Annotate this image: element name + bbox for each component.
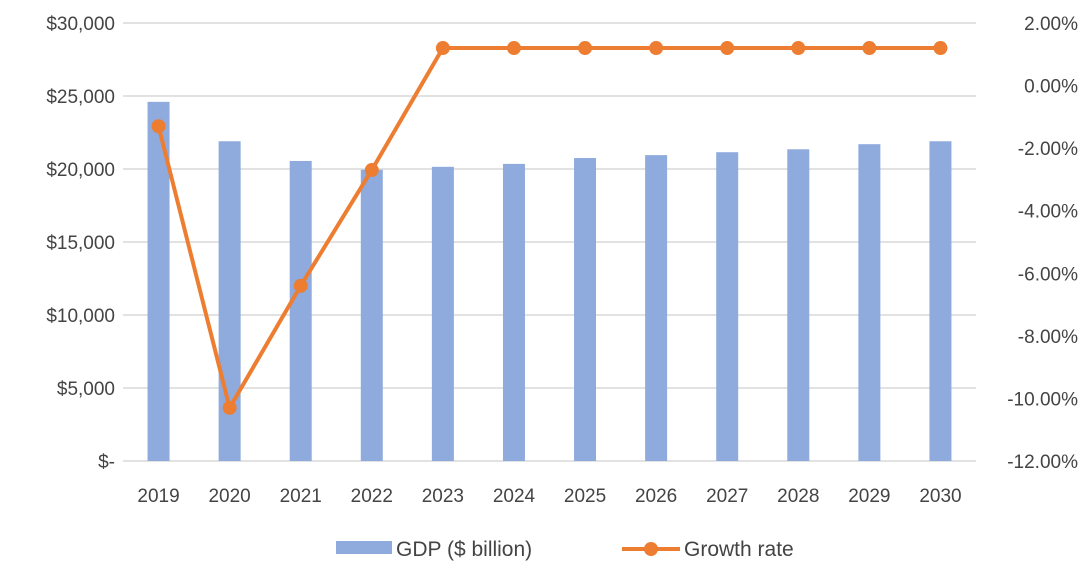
growth-rate-point <box>578 41 593 56</box>
growth-rate-point <box>791 41 806 56</box>
x-axis-tick-label: 2021 <box>280 486 322 507</box>
legend-gdp-swatch <box>336 541 392 554</box>
growth-rate-point <box>649 41 664 56</box>
right-axis-tick-label: -12.00% <box>1007 452 1078 473</box>
x-axis-tick-label: 2020 <box>208 486 250 507</box>
left-axis-tick-label: $30,000 <box>46 14 115 35</box>
left-axis-tick-label: $20,000 <box>46 160 115 181</box>
gdp-bar <box>645 155 668 461</box>
right-axis-tick-label: -10.00% <box>1007 389 1078 410</box>
x-axis-ticks: 2019 2020 2021 2022 2023 2024 2025 2026 2027 2028… <box>137 486 961 507</box>
growth-rate-series-line <box>156 46 941 410</box>
gdp-bar <box>502 163 525 461</box>
legend: GDP ($ billion) Growth rate <box>336 538 794 561</box>
right-axis-tick-label: -6.00% <box>1018 264 1078 285</box>
x-axis-tick-label: 2022 <box>351 486 393 507</box>
right-axis-tick-label: -8.00% <box>1018 327 1078 348</box>
x-axis-tick-label: 2027 <box>706 486 748 507</box>
right-axis-tick-label: -2.00% <box>1018 139 1078 160</box>
right-axis-tick-label: 2.00% <box>1024 14 1078 35</box>
left-axis-tick-label: $15,000 <box>46 233 115 254</box>
left-axis-tick-label: $- <box>98 452 115 473</box>
x-axis-tick-label: 2023 <box>422 486 464 507</box>
x-axis-tick-label: 2025 <box>564 486 606 507</box>
growth-rate-point <box>720 41 735 56</box>
x-axis-tick-label: 2024 <box>493 486 536 507</box>
gridlines <box>123 22 976 462</box>
gdp-bar <box>289 160 312 461</box>
x-axis-tick-label: 2019 <box>137 486 179 507</box>
growth-rate-line <box>151 41 948 415</box>
growth-rate-point <box>222 400 237 415</box>
gdp-bar <box>360 169 383 462</box>
legend-gdp-label: GDP ($ billion) <box>396 538 532 561</box>
gdp-bar <box>147 101 170 461</box>
right-axis-tick-label: -4.00% <box>1018 202 1078 223</box>
gdp-bar <box>574 158 597 462</box>
growth-rate-point <box>506 41 521 56</box>
right-axis-tick-label: 0.00% <box>1024 77 1078 98</box>
x-axis-tick-label: 2028 <box>777 486 819 507</box>
gdp-bar <box>716 152 739 461</box>
growth-rate-point <box>293 278 308 293</box>
left-axis-ticks: $- $5,000 $10,000 $15,000 $20,000 $25,000 $30,… <box>46 14 115 473</box>
growth-rate-point <box>151 119 166 134</box>
gdp-bar <box>858 144 881 461</box>
x-axis-tick-label: 2026 <box>635 486 677 507</box>
right-axis-ticks: -12.00% -10.00% -8.00% -6.00% -4.00% -2.00% 0.… <box>1007 14 1078 473</box>
gdp-bar <box>787 149 810 462</box>
growth-rate-point <box>862 41 877 56</box>
gdp-bar <box>431 166 454 461</box>
growth-rate-point <box>435 41 450 56</box>
x-axis-tick-label: 2030 <box>919 486 961 507</box>
gdp-bar <box>929 141 952 461</box>
growth-rate-point <box>933 41 948 56</box>
gdp-bars <box>147 101 952 462</box>
left-axis-tick-label: $5,000 <box>57 379 115 400</box>
legend-growth-label: Growth rate <box>684 538 794 561</box>
x-axis-tick-label: 2029 <box>848 486 890 507</box>
left-axis-tick-label: $10,000 <box>46 306 115 327</box>
left-axis-tick-label: $25,000 <box>46 87 115 108</box>
legend-growth-swatch-marker <box>644 542 658 556</box>
growth-rate-point <box>364 163 379 178</box>
